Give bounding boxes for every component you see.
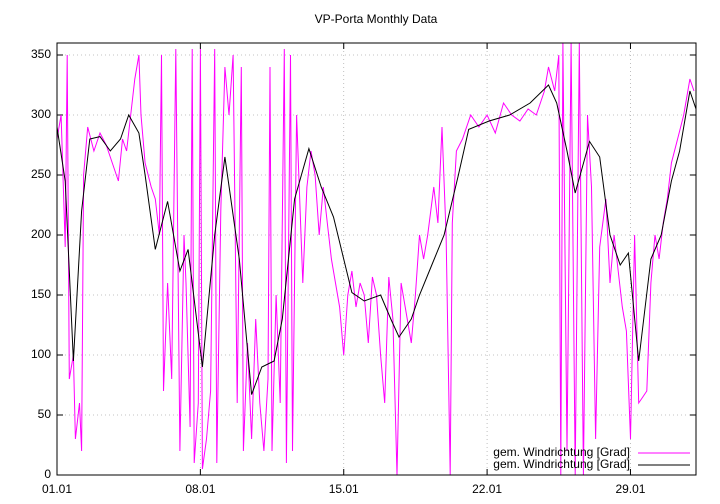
y-tick-label: 100	[31, 347, 51, 361]
series-line	[56, 84, 697, 395]
plot-border	[56, 42, 697, 476]
y-tick-label: 200	[31, 227, 51, 241]
y-tick-label: 0	[44, 467, 51, 481]
x-tick-label: 01.01	[42, 482, 72, 496]
y-tick-label: 50	[38, 407, 52, 421]
legend-label: gem. Windrichtung [Grad]	[493, 445, 630, 459]
x-tick-label: 29.01	[615, 482, 645, 496]
series-line	[56, 42, 695, 476]
x-tick-label: 22.01	[472, 482, 502, 496]
legend-label: gem. Windrichtung [Grad]	[493, 457, 630, 471]
y-tick-label: 250	[31, 167, 51, 181]
y-tick-label: 300	[31, 107, 51, 121]
x-tick-label: 15.01	[329, 482, 359, 496]
chart-title: VP-Porta Monthly Data	[315, 12, 438, 26]
y-tick-label: 150	[31, 287, 51, 301]
x-tick-label: 08.01	[185, 482, 215, 496]
y-tick-label: 350	[31, 47, 51, 61]
